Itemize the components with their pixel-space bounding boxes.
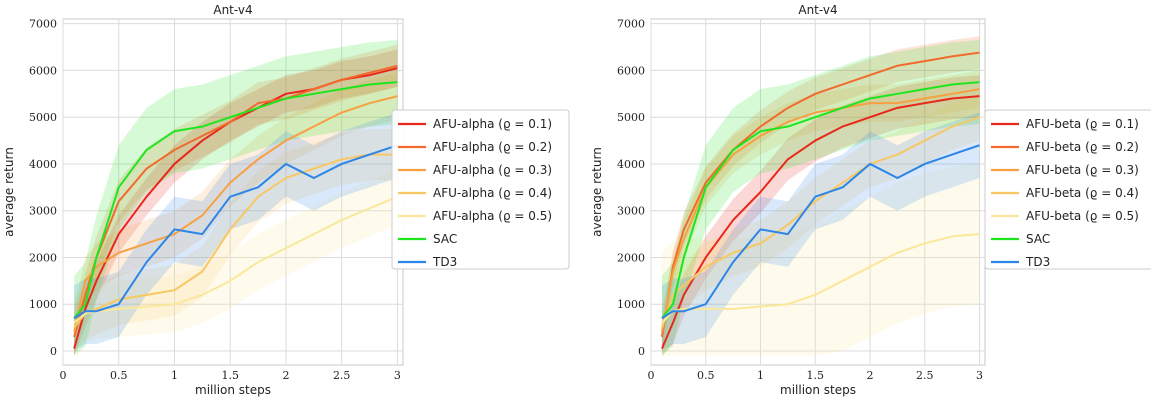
x-tick-label: 2.5 [916,369,934,382]
series-band-2 [661,70,980,351]
y-axis-label: average return [590,147,604,237]
series-line-3 [73,153,398,329]
series-band-5 [661,40,980,356]
legend-label-1: AFU-beta (ϱ = 0.2) [1026,140,1139,154]
legend-box [984,109,1151,270]
x-tick-label: 0.5 [110,369,128,382]
x-tick-label: 0 [60,369,67,382]
legend-label-4: AFU-alpha (ϱ = 0.5) [433,209,552,223]
y-tick-label: 7000 [617,18,645,31]
legend-label-2: AFU-alpha (ϱ = 0.3) [433,163,552,177]
series-band-0 [74,49,398,356]
series-line-2 [73,95,398,333]
x-tick-label: 3 [394,369,401,382]
x-axis-label: million steps [195,383,271,397]
y-tick-label: 2000 [29,251,57,264]
y-tick-label: 7000 [29,18,57,31]
legend-box [391,109,570,270]
x-tick-label: 1 [757,369,764,382]
legend-label-6: TD3 [432,255,457,269]
series-line-0 [661,95,980,350]
series-band-5 [74,40,398,356]
series-band-6 [74,112,398,351]
y-tick-label: 5000 [29,111,57,124]
series-band-3 [74,128,398,354]
legend-label-0: AFU-alpha (ϱ = 0.1) [433,117,552,131]
series-line-5 [661,81,980,319]
series-line-2 [660,88,980,333]
y-tick-label: 3000 [29,205,57,218]
series-line-5 [73,81,398,319]
x-tick-label: 2 [282,369,289,382]
legend-label-2: AFU-beta (ϱ = 0.3) [1026,163,1139,177]
series-band-2 [74,72,398,356]
y-tick-label: 5000 [617,111,645,124]
y-tick-label: 1000 [617,298,645,311]
legend: AFU-beta (ϱ = 0.1) AFU-beta (ϱ = 0.2) AFU-… [984,109,1151,270]
y-tick-label: 4000 [29,158,57,171]
y-tick-label: 2000 [617,251,645,264]
chart-panel-right: 0 0.5 1 1.5 2 2.5 3 0 1000 2000 3000 4000 5000 6000 70… [590,3,1151,397]
legend-label-1: AFU-alpha (ϱ = 0.2) [433,140,552,154]
series-line-1 [660,51,980,338]
x-axis-label: million steps [780,383,856,397]
chart-title: Ant-v4 [213,3,252,17]
series-line-6 [661,144,980,320]
y-tick-label: 0 [638,345,645,358]
legend-label-4: AFU-beta (ϱ = 0.5) [1026,209,1139,223]
y-tick-label: 3000 [617,205,645,218]
series-band-1 [661,36,980,354]
y-axis-label: average return [2,147,16,237]
chart-title: Ant-v4 [798,3,837,17]
x-tick-label: 2 [867,369,874,382]
legend-label-6: TD3 [1025,255,1050,269]
legend-label-5: SAC [433,232,457,246]
x-tick-label: 2.5 [333,369,351,382]
series-line-6 [73,144,398,320]
plot-area [62,18,404,366]
legend-label-3: AFU-beta (ϱ = 0.4) [1026,186,1139,200]
legend: AFU-alpha (ϱ = 0.1) AFU-alpha (ϱ = 0.2) AF… [391,109,570,270]
series-band-3 [661,93,980,351]
x-tick-label: 0.5 [697,369,715,382]
y-tick-label: 0 [50,345,57,358]
series-line-3 [661,116,980,328]
legend-label-3: AFU-alpha (ϱ = 0.4) [433,186,552,200]
y-tick-label: 6000 [617,64,645,77]
y-tick-label: 6000 [29,64,57,77]
series-line-4 [661,233,980,324]
x-tick-label: 1.5 [221,369,239,382]
x-tick-label: 1.5 [807,369,825,382]
legend-label-5: SAC [1026,232,1050,246]
x-tick-label: 0 [648,369,655,382]
legend-label-0: AFU-beta (ϱ = 0.1) [1026,117,1139,131]
series-band-6 [661,112,980,351]
y-tick-label: 1000 [29,298,57,311]
x-tick-label: 1 [171,369,178,382]
x-tick-label: 3 [976,369,983,382]
y-tick-label: 4000 [617,158,645,171]
series-band-0 [661,75,980,356]
chart-panel-left: 0 0.5 1 1.5 2 2.5 3 0 1000 2000 3000 4000 5000 6000 70… [2,3,570,397]
